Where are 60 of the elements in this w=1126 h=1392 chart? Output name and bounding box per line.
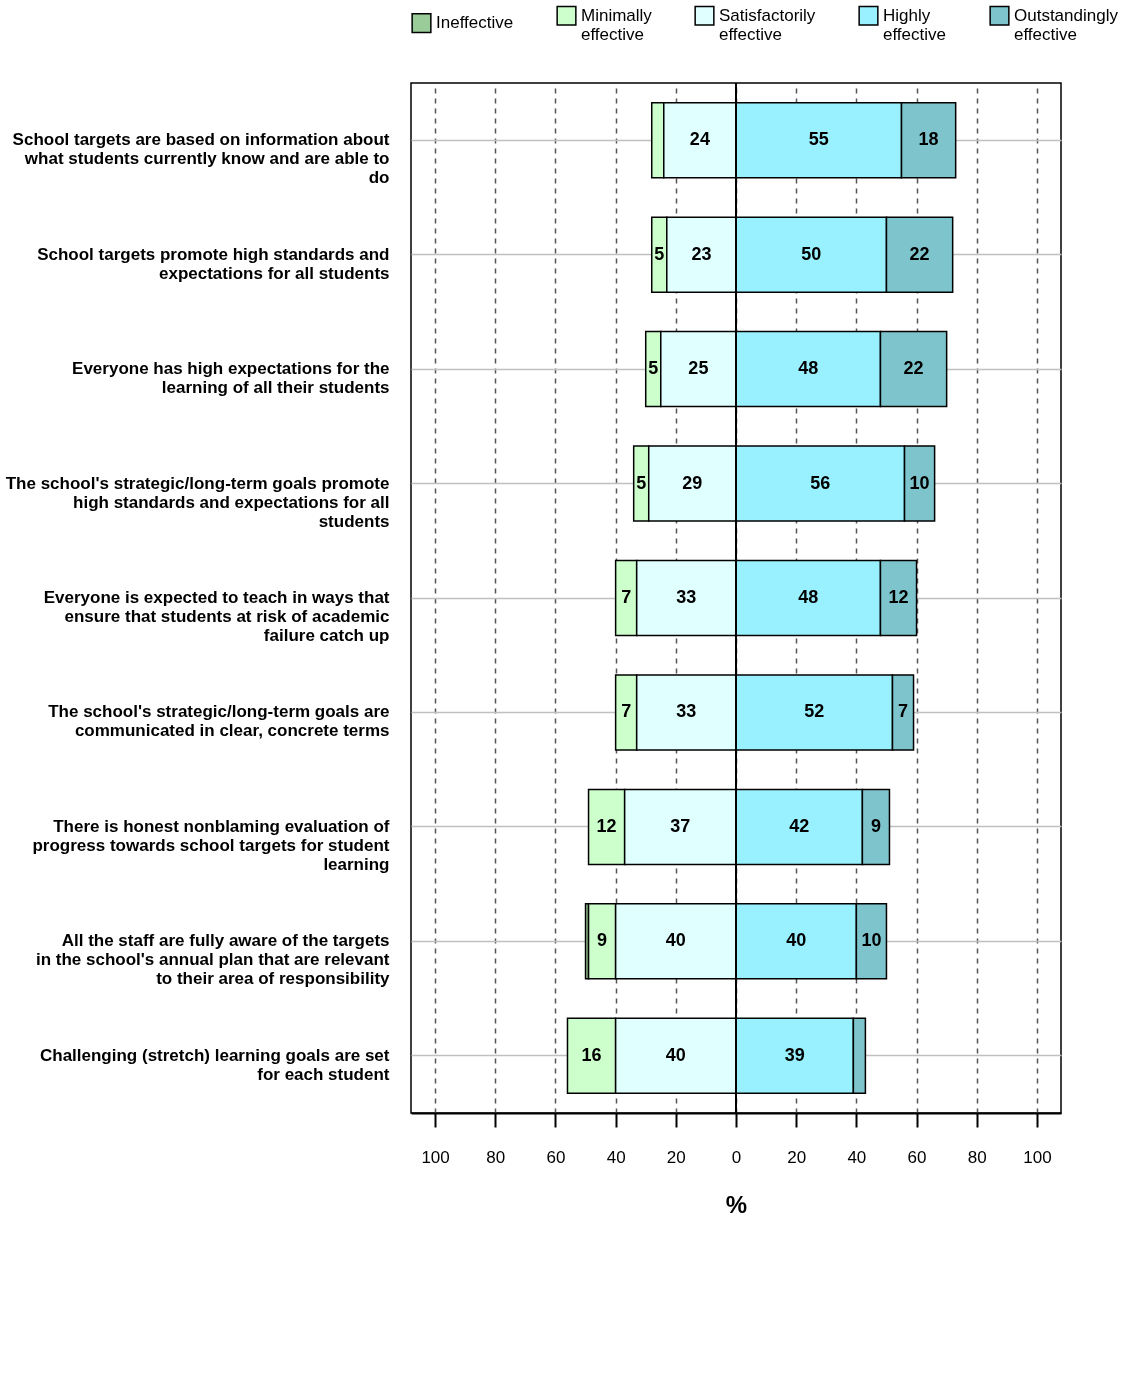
data-label: 12 [596,815,617,836]
legend-label: Satisfactorily effective [719,5,816,44]
legend-label: Highly effective [883,5,947,44]
data-label: 5 [636,472,647,493]
data-label: 9 [597,930,608,951]
x-tick-label: 20 [787,1147,807,1167]
data-label: 33 [676,587,697,607]
x-tick-label: 100 [1023,1147,1052,1167]
y-tick-label: There is honest nonblaming evaluation of progress towards school targets for student learning [32,816,390,874]
data-label: 5 [654,243,665,264]
legend-label: Outstandingly effective [1014,5,1119,44]
data-label: 16 [581,1044,602,1065]
y-tick-label: The school's strategic/long-term goals promote high standards and expectations for all students [5,473,390,531]
data-label: 23 [691,243,712,264]
y-tick-label: Everyone has high expectations for the learning of all their students [72,359,390,398]
y-tick-label: All the staff are fully aware of the targets in the school's annual plan that are relevant to their area of responsibility [35,931,391,989]
data-label: 7 [898,701,909,722]
x-tick-label: 40 [606,1147,626,1167]
data-label: 24 [689,129,710,150]
data-label: 7 [621,701,632,722]
legend-label: Ineffective [436,13,514,33]
data-label: 55 [808,129,829,150]
data-label: 7 [621,587,632,607]
data-label: 25 [688,358,709,379]
x-tick-label: 20 [666,1147,686,1167]
data-label: 40 [665,930,686,951]
x-tick-label: 80 [486,1147,506,1167]
y-tick-label: School targets are based on information about what students currently know and are able to do [12,130,390,188]
data-label: 48 [798,358,819,379]
data-label: 50 [801,243,822,264]
y-tick-label: School targets promote high standards and expectations for all students [37,244,390,283]
legend-label: Minimally effective [581,5,653,44]
data-label: 29 [682,472,703,493]
data-label: 40 [665,1044,686,1065]
data-label: 22 [903,358,924,379]
data-label: 10 [861,930,882,951]
data-label: 9 [870,815,881,836]
data-label: 12 [888,587,909,607]
data-label: 48 [798,587,819,607]
data-label: 56 [810,472,831,493]
y-tick-label: Challenging (stretch) learning goals are set for each student [39,1045,390,1084]
data-label: 5 [648,358,659,379]
data-label: 22 [909,243,930,264]
x-axis-title: % [725,1190,748,1218]
y-tick-label: The school's strategic/long-term goals are communicated in clear, concrete terms [48,702,390,741]
data-label: 33 [676,701,697,722]
x-tick-label: 80 [967,1147,987,1167]
x-tick-label: 40 [847,1147,867,1167]
data-label: 10 [909,472,930,493]
x-tick-label: 0 [731,1147,742,1167]
data-label: 37 [670,815,691,836]
data-label: 42 [789,815,810,836]
data-label: 39 [784,1044,805,1065]
x-tick-label: 100 [421,1147,450,1167]
y-tick-label: Everyone is expected to teach in ways that ensure that students at risk of academic failure catch up [43,588,390,645]
x-tick-label: 60 [546,1147,566,1167]
data-label: 40 [786,930,807,951]
x-tick-label: 60 [907,1147,927,1167]
data-label: 18 [918,129,939,150]
data-label: 52 [804,701,825,722]
